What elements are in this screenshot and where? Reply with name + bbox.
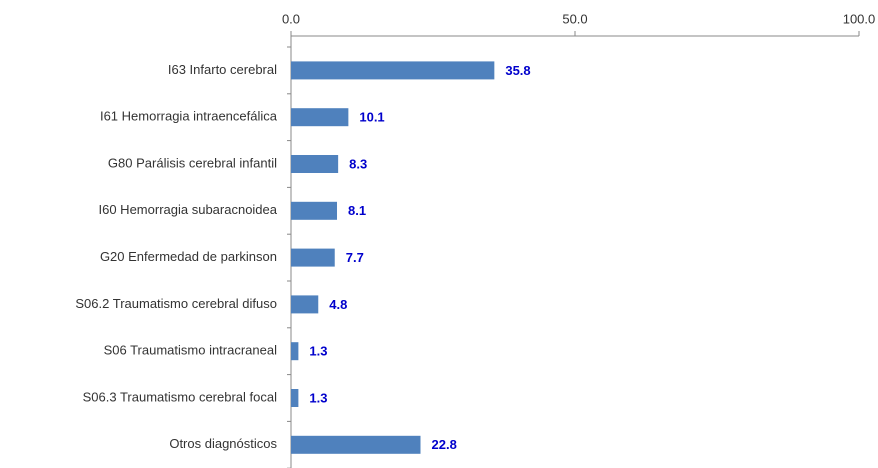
y-tick-label: G20 Enfermedad de parkinson [100,249,277,264]
bar [291,155,339,173]
value-label: 8.3 [349,156,367,171]
bar [291,201,338,220]
value-label: 22.8 [432,437,457,452]
y-tick-label: S06.3 Traumatismo cerebral focal [83,389,277,404]
value-label: 7.7 [346,250,364,265]
y-tick-label: Otros diagnósticos [169,436,277,451]
value-label: 35.8 [505,63,530,78]
y-tick-label: I60 Hemorragia subaracnoidea [99,202,278,217]
bar [291,342,299,361]
y-tick-label: I61 Hemorragia intraencefálica [100,109,278,124]
value-label: 4.8 [329,297,347,312]
bar [291,435,421,454]
value-label: 1.3 [309,344,327,359]
value-label: 1.3 [309,390,327,405]
y-tick-label: S06 Traumatismo intracraneal [104,343,278,358]
y-tick-label: G80 Parálisis cerebral infantil [108,155,277,170]
x-tick-label: 0.0 [282,11,300,26]
x-tick-label: 100.0 [843,11,876,26]
bar [291,108,349,127]
x-tick-label: 50.0 [562,11,587,26]
y-tick-label: I63 Infarto cerebral [168,62,277,77]
value-label: 8.1 [348,203,366,218]
y-tick-label: S06.2 Traumatismo cerebral difuso [75,296,277,311]
bar [291,61,495,80]
bar [291,389,299,407]
bar [291,248,335,267]
bar [291,295,319,314]
value-label: 10.1 [359,110,384,125]
